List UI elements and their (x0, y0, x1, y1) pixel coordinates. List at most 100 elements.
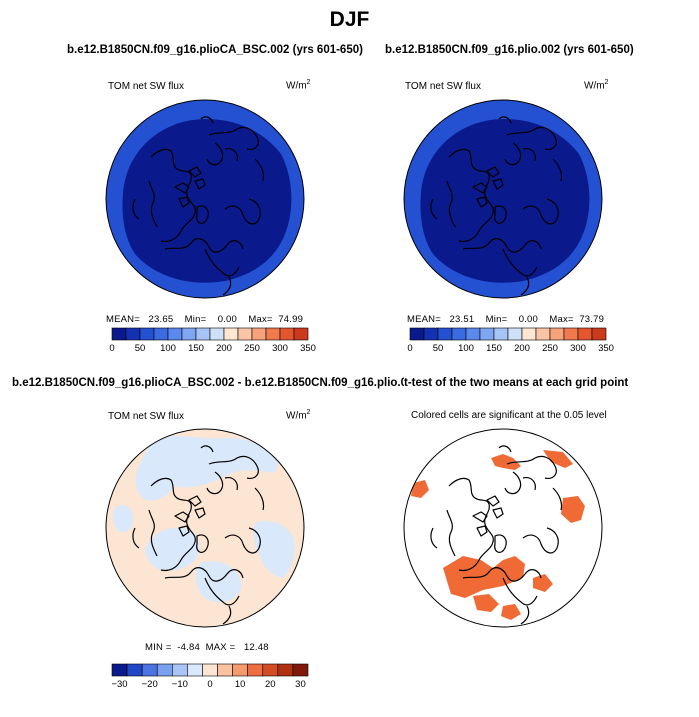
panel-2-max-label: MAX = (205, 642, 236, 653)
panel-1-max-label: Max= (549, 314, 574, 325)
panel-1-colorbar: 0 50 100 150 200 250 300 350 (407, 327, 614, 354)
panel-0-colorbar-tick-label: 100 (160, 343, 176, 354)
panel-2-colorbar-tick-label: 0 (207, 679, 212, 690)
panel-1-colorbar-cell (507, 327, 523, 341)
panel-2-colorbar-cell (262, 663, 279, 677)
panel-1-mean-value: 23.51 (449, 314, 475, 325)
panel-1-colorbar-cell (409, 327, 425, 341)
panel-1-mean-label: MEAN= (407, 314, 441, 325)
panel-1-polar-map (403, 99, 603, 299)
panel-1-colorbar-tick-label: 200 (514, 343, 530, 354)
panel-2-colorbar-cell (217, 663, 233, 677)
panel-0-units-sup: 2 (306, 79, 311, 86)
panel-0-colorbar-tick-label: 300 (272, 343, 288, 354)
panel-0-colorbar-cell (279, 327, 295, 341)
panel-2-units: W/m2 (286, 409, 310, 421)
panel-3-sig-region-1 (491, 454, 521, 470)
panel-0-colorbar: 0 50 100 150 200 250 300 350 (109, 327, 316, 354)
panel-0-colorbar-cell (111, 327, 127, 341)
panel-2-colorbar-cell (232, 663, 248, 677)
panel-2-negative-region-north (135, 435, 280, 501)
panel-2-colorbar-cell (141, 663, 158, 677)
panel-0-map-border (105, 99, 305, 299)
panel-1-colorbar-cell (521, 327, 537, 341)
panel-1-colorbar-cell (591, 327, 607, 341)
panel-1-colorbar-tick-label: 100 (458, 343, 474, 354)
panel-0-colorbar-cell (209, 327, 225, 341)
panel-1-max-value: 73.79 (579, 314, 605, 325)
panel-1-units: W/m2 (584, 79, 608, 91)
panel-3-polar-map (403, 428, 603, 628)
panel-3-sig-region-5 (443, 556, 525, 598)
panel-1-colorbar-tick-label: 350 (598, 343, 614, 354)
panel-1-colorbar-tick-label: 300 (570, 343, 586, 354)
panel-0-stats: MEAN= 23.65 Min= 0.00 Max= 74.99 (106, 314, 303, 325)
panel-0-colorbar-cell (293, 327, 309, 341)
panel-1-colorbar-cell (437, 327, 453, 341)
panel-0-colorbar-cell (181, 327, 197, 341)
panel-2-max-value: 12.48 (243, 642, 269, 653)
panel-0-polar-map (105, 99, 305, 299)
panel-1-title: b.e12.B1850CN.f09_g16.plio.002 (yrs 601-… (385, 44, 634, 56)
panel-1-units-base: W/m (584, 80, 605, 92)
panel-1-min-label: Min= (485, 314, 508, 325)
panel-0-title: b.e12.B1850CN.f09_g16.plioCA_BSC.002 (yr… (67, 44, 363, 56)
panel-0-colorbar-cell (251, 327, 267, 341)
panel-1-variable: TOM net SW flux (405, 81, 481, 92)
panel-2-colorbar-cell (292, 663, 309, 677)
panel-3-sig-region-2 (543, 450, 573, 468)
panel-0-colorbar-cell (139, 327, 155, 341)
panel-0-variable: TOM net SW flux (108, 81, 184, 92)
panel-0-mean-label: MEAN= (106, 314, 140, 325)
panel-0-colorbar-tick-label: 50 (135, 343, 146, 354)
panel-2-colorbar-cell (202, 663, 218, 677)
panel-1-colorbar-cell (451, 327, 467, 341)
panel-2-colorbar-tick-label: −30 (111, 679, 127, 690)
panel-0-colorbar-cell (167, 327, 183, 341)
panel-1-colorbar-cell (479, 327, 495, 341)
panel-2-colorbar-tick-label: 10 (235, 679, 246, 690)
panel-3-sig-region-6 (473, 594, 499, 612)
panel-1-stats: MEAN= 23.51 Min= 0.00 Max= 73.79 (407, 314, 604, 325)
panel-2-units-sup: 2 (306, 409, 311, 416)
panel-1-colorbar-cell (465, 327, 481, 341)
panel-0-colorbar-tick-label: 250 (244, 343, 260, 354)
panel-2-colorbar-cell (156, 663, 173, 677)
panel-1-colorbar-tick-label: 0 (407, 343, 412, 354)
panel-1-map-border (403, 99, 603, 299)
panel-2-stats: MIN = -4.84 MAX = 12.48 (145, 642, 269, 653)
panel-1-units-sup: 2 (604, 79, 609, 86)
panel-1-colorbar-cell (535, 327, 551, 341)
panel-1-min-value: 0.00 (518, 314, 538, 325)
panel-0-min-label: Min= (184, 314, 207, 325)
panel-0-colorbar-tick-label: 200 (216, 343, 232, 354)
panel-0-colorbar-cell (237, 327, 253, 341)
panel-2-colorbar-cell (126, 663, 143, 677)
panel-1-colorbar-cell (563, 327, 579, 341)
panel-3-sig-region-3 (411, 480, 429, 498)
panel-0-colorbar-tick-label: 150 (188, 343, 204, 354)
panel-1-colorbar-cell (423, 327, 439, 341)
panel-2-min-label: MIN = (145, 642, 172, 653)
panel-0-colorbar-tick-label: 350 (300, 343, 316, 354)
panel-2-colorbar-cell (247, 663, 264, 677)
panel-1-colorbar-cell (577, 327, 593, 341)
panel-0-min-value: 0.00 (217, 314, 237, 325)
panel-2-colorbar-cell (187, 663, 203, 677)
panel-3-sig-region-7 (533, 574, 553, 592)
panel-0-colorbar-cell (223, 327, 239, 341)
panel-1-colorbar-tick-label: 150 (486, 343, 502, 354)
panel-2-polar-map (105, 428, 305, 628)
panel-2-negative-region-east (253, 521, 295, 578)
panel-0-core (122, 119, 292, 283)
panel-2-title: b.e12.B1850CN.f09_g16.plioCA_BSC.002 - b… (12, 377, 404, 389)
figure-title: DJF (329, 8, 370, 31)
panel-2-min-value: -4.84 (177, 642, 200, 653)
panel-0-colorbar-tick-label: 0 (109, 343, 114, 354)
panel-2-variable: TOM net SW flux (108, 411, 184, 422)
panel-2-negative-region-far-west (112, 505, 134, 533)
panel-0-colorbar-cell (195, 327, 211, 341)
panel-2-colorbar-tick-label: −10 (172, 679, 188, 690)
panel-2-colorbar-tick-label: −20 (142, 679, 158, 690)
panel-2-negative-region-west (145, 527, 200, 571)
